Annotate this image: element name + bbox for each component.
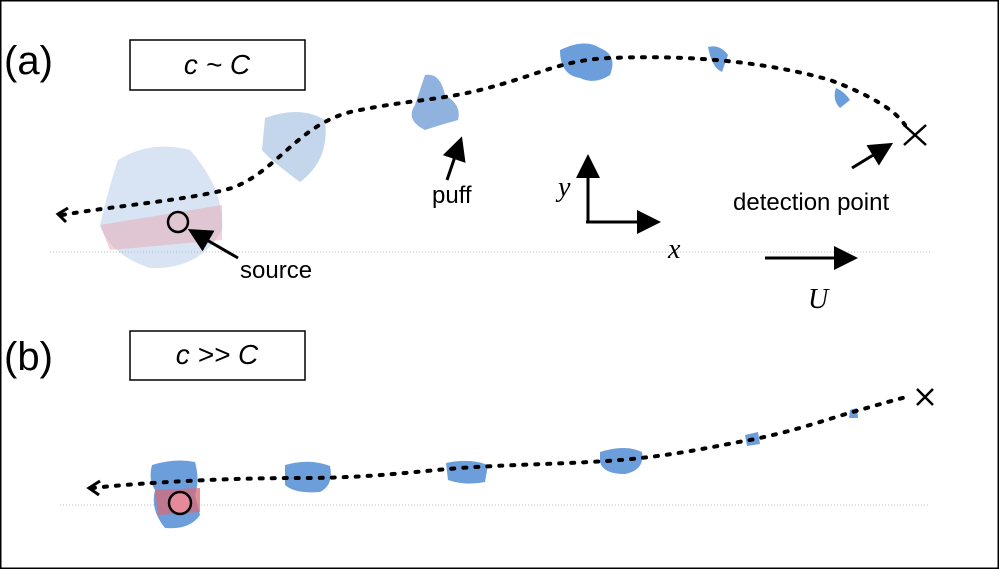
x-axis-label: x	[667, 234, 681, 265]
source-circle	[169, 492, 191, 514]
detection-label: detection point	[733, 189, 889, 216]
y-axis-label: y	[555, 172, 571, 203]
source-label: source	[240, 257, 312, 284]
panel-label: (a)	[4, 39, 53, 83]
puff-label: puff	[432, 182, 472, 209]
flow-label: U	[808, 284, 830, 315]
diagram: (a) c ~ C source puff y x detection poin…	[0, 0, 999, 569]
condition: c >> C	[176, 339, 259, 370]
condition: c ~ C	[184, 49, 251, 80]
panel-label: (b)	[4, 335, 53, 379]
